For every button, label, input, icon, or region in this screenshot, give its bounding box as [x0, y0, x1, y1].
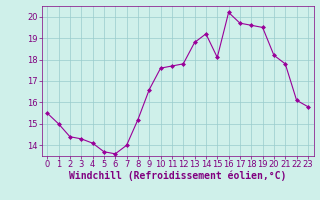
X-axis label: Windchill (Refroidissement éolien,°C): Windchill (Refroidissement éolien,°C) [69, 171, 286, 181]
